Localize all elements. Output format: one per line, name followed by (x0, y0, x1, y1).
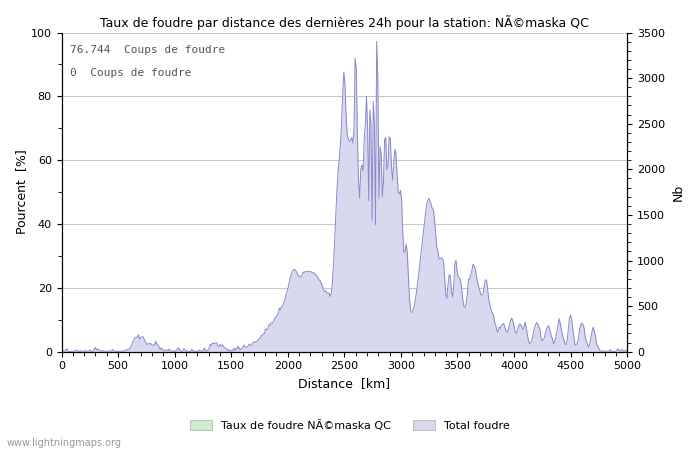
Y-axis label: Pourcent  [%]: Pourcent [%] (15, 150, 28, 234)
Legend: Taux de foudre NÃ©maska QC, Total foudre: Taux de foudre NÃ©maska QC, Total foudre (186, 416, 514, 436)
X-axis label: Distance  [km]: Distance [km] (298, 377, 391, 390)
Text: www.lightningmaps.org: www.lightningmaps.org (7, 438, 122, 448)
Text: 0  Coups de foudre: 0 Coups de foudre (70, 68, 192, 78)
Title: Taux de foudre par distance des dernières 24h pour la station: NÃ©maska QC: Taux de foudre par distance des dernière… (100, 15, 589, 30)
Text: 76.744  Coups de foudre: 76.744 Coups de foudre (70, 45, 225, 55)
Y-axis label: Nb: Nb (672, 184, 685, 201)
